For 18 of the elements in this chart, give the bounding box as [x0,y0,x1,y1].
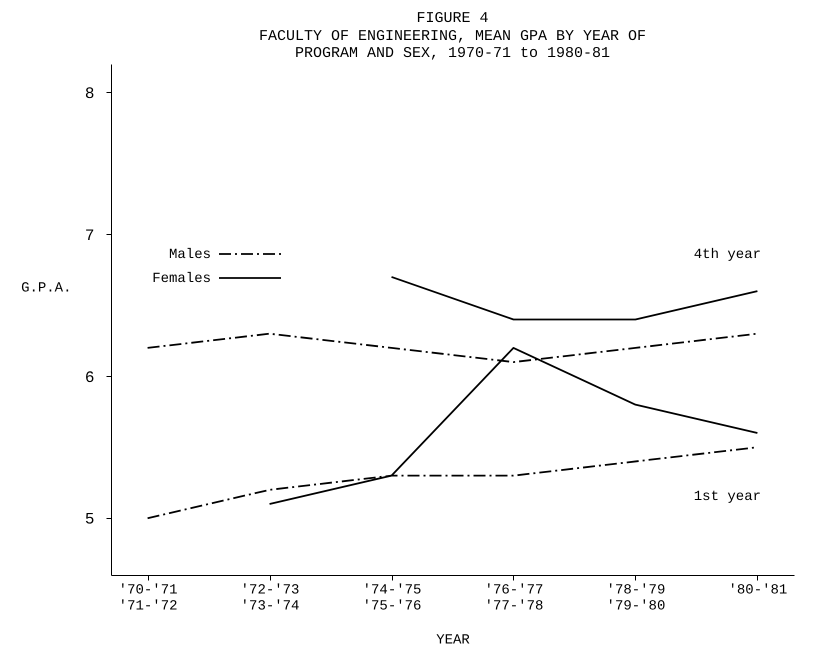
chart-subtitle: FACULTY OF ENGINEERING, MEAN GPA BY YEAR OF PROGRAM AND SEX, 1970-71 to 1980-81 [258,28,646,62]
y-tick-label: 7 [84,226,94,245]
x-axis-title: YEAR [436,632,470,648]
legend-label: Females [152,271,211,287]
annotation: 4th year [694,247,761,263]
x-tick-label: '76-'77 '77-'78 [484,582,544,614]
x-tick-label: '74-'75 '75-'76 [362,582,422,614]
x-tick-label: '72-'73 '73-'74 [240,582,300,614]
chart-title: FIGURE 4 [416,10,489,27]
annotation: 1st year [694,489,761,505]
legend-label: Males [168,247,211,263]
x-tick-label: '70-'71 '71-'72 [118,582,178,614]
x-tick-label: '78-'79 '79-'80 [606,582,666,614]
y-axis-title: G.P.A. [21,280,72,296]
x-tick-label: '80-'81 [728,582,788,598]
y-tick-label: 8 [84,84,94,103]
y-tick-label: 5 [84,510,94,529]
y-tick-label: 6 [84,368,94,387]
